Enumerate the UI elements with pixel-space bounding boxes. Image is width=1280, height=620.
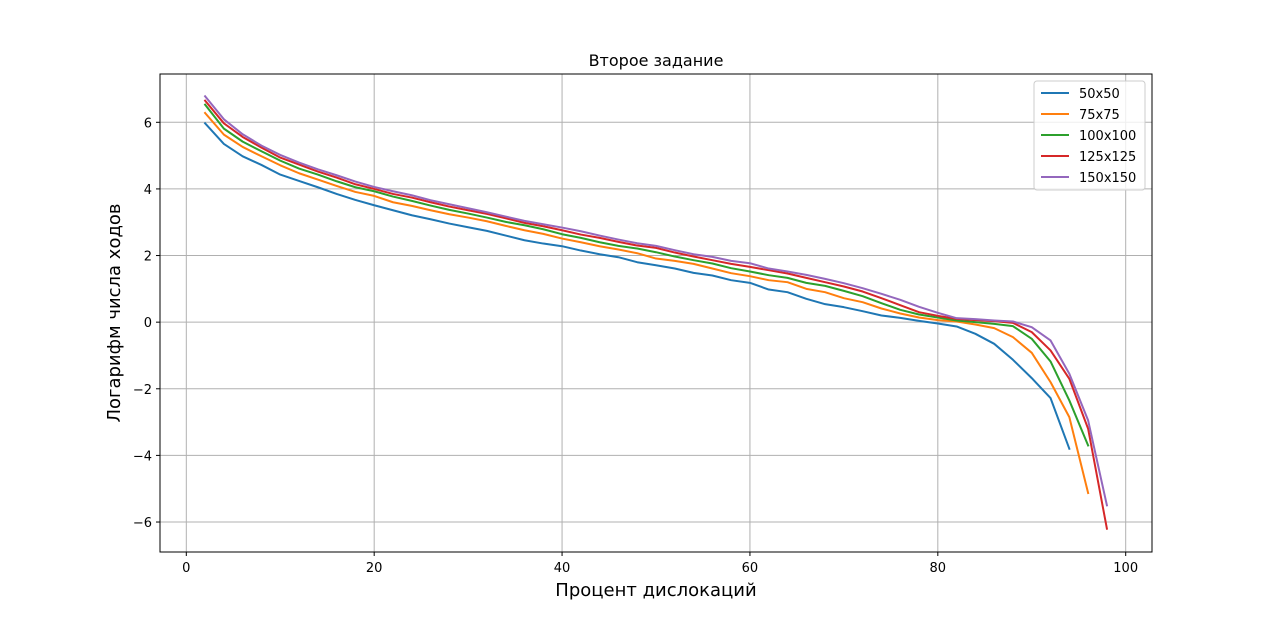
legend-label-100x100: 100x100 [1079, 129, 1136, 144]
y-tick-label: 6 [144, 116, 152, 131]
y-tick-label: 4 [144, 183, 152, 198]
x-tick-label: 40 [554, 561, 571, 576]
legend-label-50x50: 50x50 [1079, 87, 1120, 102]
axis-ticks: 0 20 40 60 80 100 −6 −4 −2 0 2 4 6 [133, 116, 1138, 576]
legend-label-75x75: 75x75 [1079, 108, 1120, 123]
x-tick-label: 20 [366, 561, 383, 576]
legend-label-150x150: 150x150 [1079, 171, 1136, 186]
legend: 50x50 75x75 100x100 125x125 150x150 [1033, 80, 1146, 191]
series-line-50x50 [203, 121, 1071, 451]
series-line-100x100 [203, 103, 1090, 447]
chart-title: Второе задание [589, 51, 724, 70]
y-tick-label: 0 [144, 316, 152, 331]
series-line-75x75 [203, 111, 1090, 495]
y-tick-label: −2 [133, 383, 152, 398]
y-axis-label: Логарифм числа ходов [104, 203, 125, 422]
plot-frame [159, 73, 1153, 553]
legend-box [1033, 80, 1146, 191]
x-tick-label: 80 [930, 561, 947, 576]
x-tick-label: 100 [1113, 561, 1138, 576]
y-tick-label: −6 [133, 516, 152, 531]
y-tick-label: 2 [144, 250, 152, 265]
y-tick-label: −4 [133, 449, 152, 464]
x-axis-label: Процент дислокаций [555, 580, 756, 601]
series-lines [203, 94, 1109, 530]
x-tick-label: 60 [742, 561, 759, 576]
x-tick-label: 0 [182, 561, 190, 576]
plot-area [160, 74, 1152, 552]
legend-label-125x125: 125x125 [1079, 150, 1136, 165]
series-line-150x150 [203, 94, 1109, 507]
